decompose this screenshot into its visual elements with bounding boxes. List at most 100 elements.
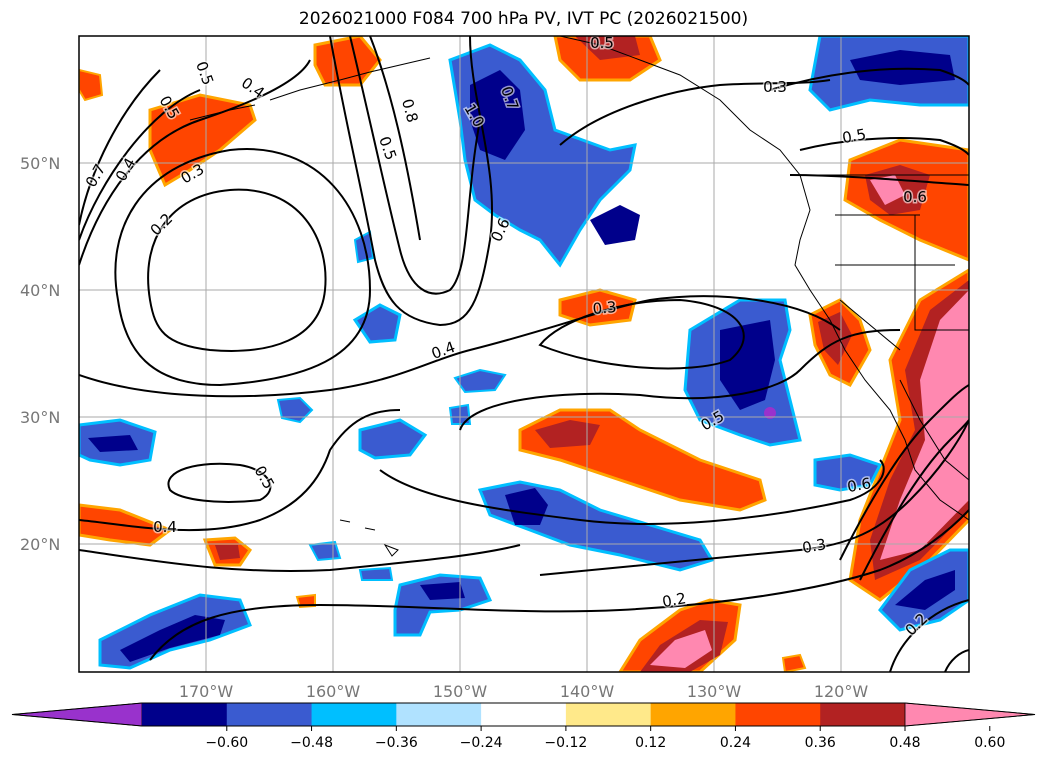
contour-corner-small bbox=[944, 649, 969, 672]
contour-0.6-lower bbox=[379, 459, 885, 525]
colorbar-extend-high bbox=[904, 702, 1036, 727]
baja-coast bbox=[899, 379, 969, 481]
negative-shade-small1 bbox=[813, 453, 883, 492]
lat-label: 30°N bbox=[20, 408, 60, 427]
colorbar-tick-label: 0.36 bbox=[805, 735, 836, 751]
contour-0.3-lower bbox=[79, 544, 521, 572]
hawaii bbox=[339, 519, 399, 557]
contour-ne3 bbox=[789, 174, 969, 186]
colorbar-tick-label: 0.48 bbox=[889, 735, 920, 751]
contour-label: 0.3 bbox=[801, 535, 828, 557]
contour-coast1 bbox=[839, 384, 969, 561]
negative-shade-small5 bbox=[453, 368, 507, 394]
negative-shade-ne-dark bbox=[850, 50, 955, 85]
contour-coast2 bbox=[859, 419, 969, 581]
contour-0.3-mid bbox=[538, 298, 745, 370]
contour-0.5-mid bbox=[459, 329, 901, 431]
contour-ne4 bbox=[559, 79, 831, 146]
positive-shade-south-pink bbox=[650, 630, 712, 668]
colorbar-segment bbox=[311, 703, 397, 726]
negative-shade-goa-dark2 bbox=[590, 205, 640, 245]
contour-0.4-lower bbox=[79, 409, 401, 532]
lat-label: 50°N bbox=[20, 154, 60, 173]
colorbar-tick-label: −0.60 bbox=[205, 735, 248, 751]
negative-shade-band-dark bbox=[505, 488, 548, 525]
lon-label: 140°W bbox=[560, 682, 615, 701]
colorbar-tick-label: 0.12 bbox=[635, 735, 666, 751]
colorbar: −0.60 −0.48 −0.36 −0.24 −0.12 0.12 0.24 0.36 0.4… bbox=[11, 702, 1036, 751]
na-coastline bbox=[559, 36, 969, 521]
colorbar-tick-label: 0.60 bbox=[974, 735, 1005, 751]
contour-0.2-se bbox=[149, 509, 969, 661]
colorbar-tick-label: −0.48 bbox=[290, 735, 333, 751]
contour-ne2 bbox=[799, 137, 969, 156]
contour-0.5-west bbox=[79, 89, 201, 241]
contour-label: 0.4 bbox=[153, 518, 177, 536]
positive-shade-central-dark bbox=[535, 420, 600, 448]
contour-label: 0.5 bbox=[251, 463, 279, 493]
negative-shade-small9 bbox=[358, 566, 394, 581]
colorbar-segment bbox=[226, 703, 313, 726]
contour-ne1 bbox=[769, 67, 969, 91]
contour-label: 0.4 bbox=[429, 338, 458, 363]
state-borders bbox=[835, 214, 969, 351]
colorbar-segment bbox=[650, 703, 736, 726]
contour-label: 0.6 bbox=[903, 188, 927, 206]
latitude-labels: 50°N 40°N 30°N 20°N bbox=[20, 154, 60, 554]
lon-label: 170°W bbox=[179, 682, 234, 701]
contour-0.6 bbox=[369, 36, 421, 241]
colorbar-segment bbox=[142, 703, 228, 726]
negative-shade-mid-dark bbox=[720, 320, 775, 410]
negative-shade-mid-purple bbox=[764, 407, 776, 419]
contour-0.2-low bbox=[147, 188, 327, 352]
colorbar-segment bbox=[481, 703, 567, 726]
positive-shade-nw-pink bbox=[870, 175, 905, 205]
colorbar-segment bbox=[820, 703, 906, 726]
lat-label: 20°N bbox=[20, 535, 60, 554]
contour-0.4-west bbox=[79, 59, 311, 266]
contour-0.2-corner bbox=[889, 599, 969, 672]
negative-shade-small2 bbox=[358, 418, 428, 460]
contour-0.3-low bbox=[114, 148, 372, 387]
colorbar-outline bbox=[11, 702, 1036, 727]
contour-0.4-mid bbox=[79, 295, 841, 398]
negative-shade-se-dark bbox=[895, 570, 955, 610]
contour-label: 0.2 bbox=[661, 589, 688, 611]
negative-shade-s-dark bbox=[420, 582, 465, 600]
contour-ridge1 bbox=[329, 36, 494, 327]
colorbar-extend-low bbox=[11, 702, 143, 727]
lon-label: 120°W bbox=[814, 682, 869, 701]
lon-label: 150°W bbox=[433, 682, 488, 701]
lon-label: 160°W bbox=[306, 682, 361, 701]
colorbar-tick-label: −0.24 bbox=[460, 735, 503, 751]
negative-shade-small7 bbox=[276, 396, 314, 424]
positive-shade-aleut-small bbox=[79, 68, 104, 102]
contour-label: 0.8 bbox=[398, 97, 422, 125]
colorbar-tick-label: −0.36 bbox=[375, 735, 418, 751]
contour-label: 0.3 bbox=[592, 298, 617, 318]
negative-shade-small3 bbox=[352, 303, 402, 344]
longitude-labels: 170°W 160°W 150°W 140°W 130°W 120°W bbox=[179, 682, 869, 701]
positive-shade-dot1 bbox=[781, 653, 807, 672]
colorbar-segment bbox=[735, 703, 821, 726]
contour-label: 0.4 bbox=[112, 155, 140, 185]
contour-label: 0.5 bbox=[841, 125, 868, 147]
positive-shade-ca-dark bbox=[818, 312, 852, 365]
contour-label: 0.5 bbox=[192, 59, 217, 88]
map-frame bbox=[78, 35, 970, 673]
contour-0.7-west bbox=[79, 69, 161, 226]
lat-label: 40°N bbox=[20, 281, 60, 300]
contour-0.3-se bbox=[539, 419, 969, 576]
contour-label: 0.3 bbox=[763, 78, 787, 96]
contour-label: 0.5 bbox=[590, 34, 614, 52]
negative-shade-small8 bbox=[308, 540, 342, 562]
pv-shading bbox=[79, 36, 969, 672]
contour-ridge2 bbox=[349, 36, 481, 295]
colorbar-tick-label: −0.12 bbox=[544, 735, 587, 751]
map-title: 2026021000 F084 700 hPa PV, IVT PC (2026… bbox=[298, 9, 749, 29]
lon-label: 130°W bbox=[687, 682, 742, 701]
colorbar-tick-label: 0.24 bbox=[720, 735, 751, 751]
contour-label: 0.6 bbox=[846, 474, 873, 496]
colorbar-segment bbox=[565, 703, 652, 726]
negative-shade-west-dark bbox=[88, 435, 138, 452]
